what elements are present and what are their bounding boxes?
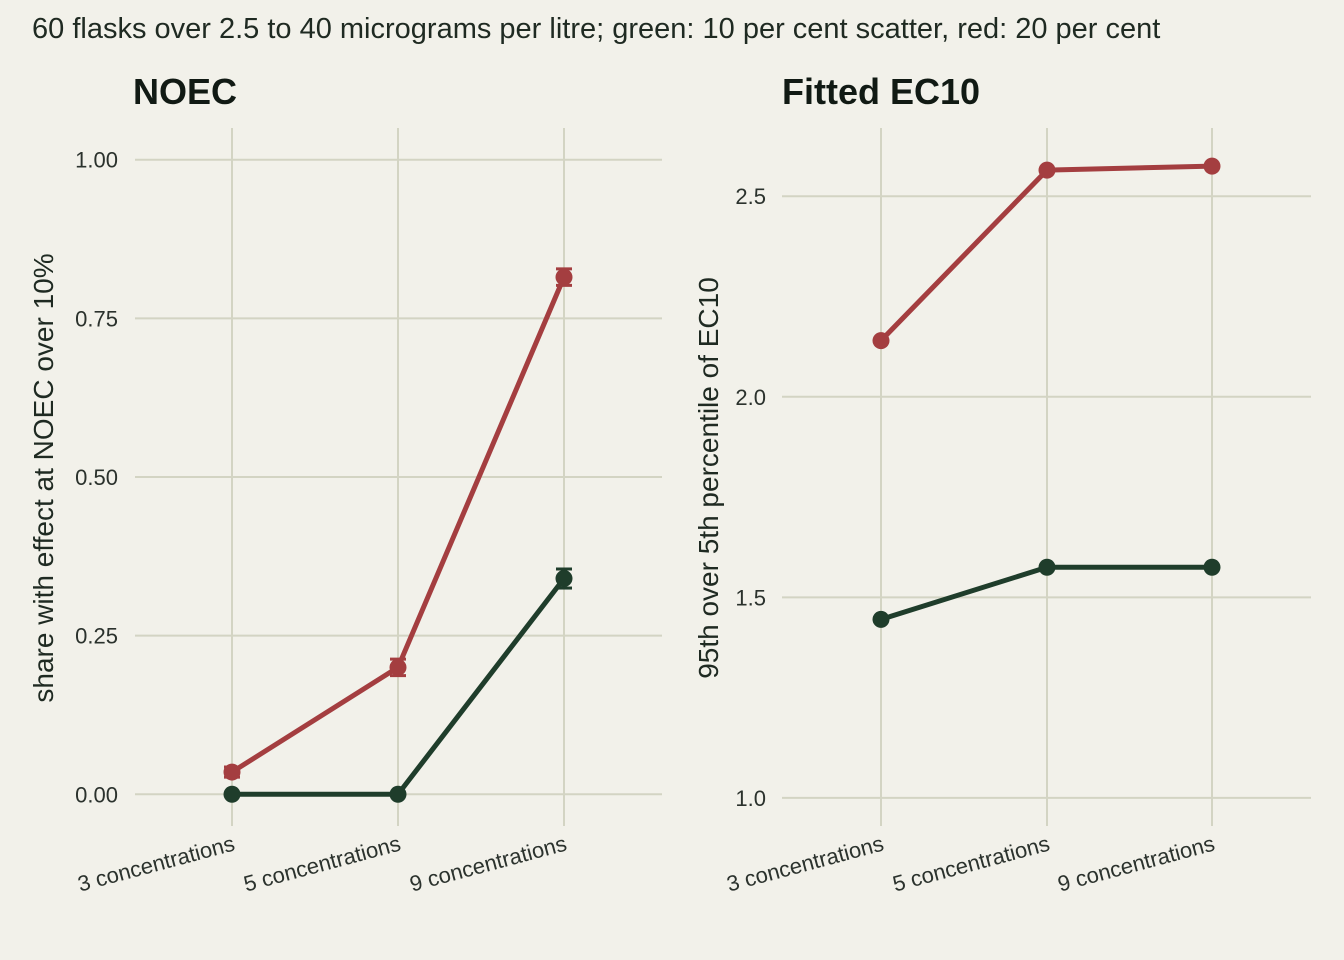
data-point-red <box>872 332 890 350</box>
x-tick-label: 3 concentrations <box>724 831 886 897</box>
y-tick-label: 0.75 <box>75 306 118 331</box>
y-tick-label: 1.5 <box>735 585 766 610</box>
panel-noec: NOEC 0.00 0.25 0.50 0.75 1.00 3 concentrations… <box>28 71 662 897</box>
y-tick-label: 2.0 <box>735 385 766 410</box>
x-tick-label: 5 concentrations <box>241 831 403 897</box>
data-point-green <box>1203 558 1221 576</box>
data-point-green <box>872 610 890 628</box>
panel-title: Fitted EC10 <box>782 71 980 112</box>
figure-caption: 60 flasks over 2.5 to 40 micrograms per … <box>32 13 1160 45</box>
data-point-red <box>1203 157 1221 175</box>
x-tick-label: 9 concentrations <box>407 831 569 897</box>
y-tick-label: 1.00 <box>75 148 118 173</box>
data-point-green <box>555 570 573 588</box>
y-axis-title: 95th over 5th percentile of EC10 <box>693 277 724 679</box>
x-tick-label: 9 concentrations <box>1055 831 1217 897</box>
y-tick-label: 1.0 <box>735 786 766 811</box>
data-point-green <box>389 785 407 803</box>
y-tick-label: 0.50 <box>75 465 118 490</box>
y-axis-title: share with effect at NOEC over 10% <box>28 253 59 702</box>
y-tick-label: 0.00 <box>75 782 118 807</box>
y-tick-label: 2.5 <box>735 184 766 209</box>
data-point-green <box>223 785 241 803</box>
panel-title: NOEC <box>133 71 237 112</box>
panel-fitted-ec10: Fitted EC10 1.0 1.5 2.0 2.5 3 concentrations 5… <box>693 71 1311 897</box>
data-point-red <box>555 268 573 286</box>
y-tick-label: 0.25 <box>75 624 118 649</box>
data-point-green <box>1038 558 1056 576</box>
data-point-red <box>389 658 407 676</box>
data-point-red <box>223 763 241 781</box>
x-tick-label: 3 concentrations <box>75 831 237 897</box>
x-tick-label: 5 concentrations <box>890 831 1052 897</box>
data-point-red <box>1038 161 1056 179</box>
